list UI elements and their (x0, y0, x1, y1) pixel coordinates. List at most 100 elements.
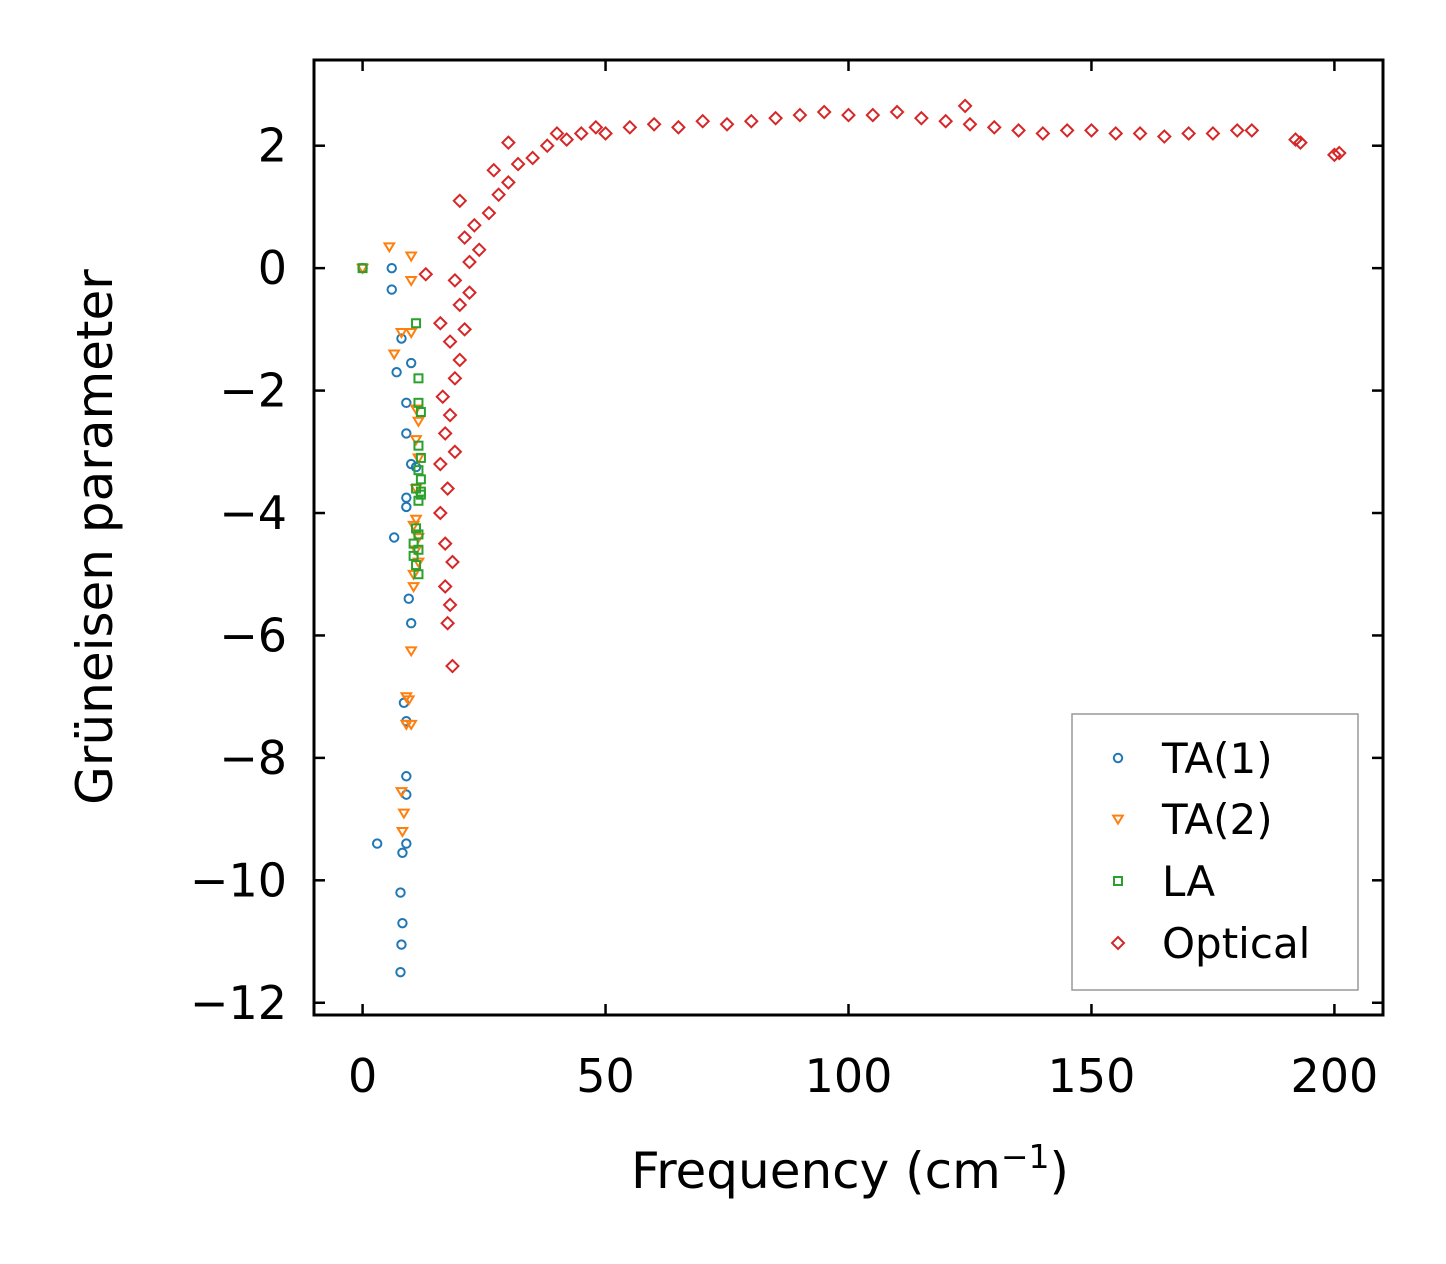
data-point (437, 536, 453, 552)
data-point (415, 489, 426, 500)
data-point (404, 275, 418, 287)
data-point (889, 104, 905, 120)
legend-label-la: LA (1162, 857, 1215, 906)
data-point (413, 495, 424, 506)
data-point (401, 397, 412, 409)
y-axis-label: Grüneisen parameter (66, 269, 124, 805)
data-point (549, 126, 565, 141)
data-point (865, 107, 881, 123)
x-tick-label: 0 (348, 1049, 377, 1103)
y-tick-label: −2 (219, 364, 287, 418)
data-point (719, 116, 735, 132)
data-point (792, 107, 808, 123)
data-point (457, 321, 473, 337)
data-point (418, 266, 434, 282)
data-point (397, 808, 411, 820)
data-point (1326, 147, 1342, 163)
data-point (442, 334, 458, 350)
data-point (394, 787, 409, 799)
data-point (525, 150, 541, 166)
y-tick-label: −12 (190, 976, 287, 1030)
data-point (445, 658, 460, 674)
data-point (462, 254, 477, 270)
data-point (411, 523, 422, 534)
legend-label-ta2: TA(2) (1161, 795, 1273, 844)
data-point (404, 646, 418, 658)
y-tick-label: −8 (219, 731, 287, 785)
legend-label-optical: Optical (1162, 919, 1310, 968)
data-point (913, 110, 929, 126)
data-point (404, 719, 418, 731)
data-point (447, 444, 463, 460)
y-tick-label: −10 (190, 853, 287, 907)
data-point (500, 135, 516, 151)
data-point (396, 939, 407, 950)
data-point (413, 465, 424, 476)
data-point (401, 838, 412, 849)
data-point (1059, 122, 1075, 138)
data-point (405, 618, 417, 629)
data-point (1229, 122, 1245, 138)
data-point (409, 435, 423, 447)
data-point (671, 119, 686, 135)
data-point (391, 367, 402, 378)
data-point (403, 593, 414, 604)
data-point (401, 501, 412, 513)
data-point (371, 838, 383, 849)
data-point (598, 126, 613, 141)
data-point (471, 242, 487, 258)
data-point (407, 582, 421, 594)
data-point (394, 328, 409, 339)
data-point (440, 615, 456, 631)
x-axis-label-superscript: −1 (1001, 1137, 1050, 1176)
data-point (481, 205, 497, 221)
y-tick-label: 2 (258, 119, 287, 173)
data-point (1084, 122, 1099, 138)
data-point (395, 966, 406, 978)
data-point (395, 826, 410, 838)
data-point (386, 262, 397, 274)
legend-marker (1111, 814, 1125, 826)
data-point (841, 107, 856, 123)
data-point (437, 426, 453, 441)
data-point (386, 284, 397, 295)
data-point (432, 505, 448, 521)
x-tick-label: 150 (1048, 1049, 1136, 1103)
x-axis-label: Frequency (cm−1) (631, 1137, 1069, 1200)
data-point (411, 560, 422, 571)
data-point (413, 373, 424, 384)
data-point (957, 98, 973, 114)
data-point (510, 156, 526, 172)
data-point (382, 242, 396, 254)
data-point (409, 404, 423, 416)
data-point (415, 474, 426, 485)
data-point (1244, 122, 1260, 138)
legend-markers (1110, 752, 1126, 951)
data-point (413, 529, 424, 540)
data-point (1331, 145, 1347, 161)
legend-box (1071, 713, 1359, 991)
legend-marker (1112, 752, 1124, 764)
axis-ticks: 0 50 100 150 200 2 0 −2 −4 −6 −8 −10 −12 (190, 60, 1383, 1103)
data-point (447, 370, 463, 386)
data-point (437, 579, 453, 594)
x-tick-label: 50 (576, 1049, 635, 1103)
data-point (452, 352, 468, 368)
data-point (396, 333, 407, 344)
data-point (646, 116, 662, 132)
legend-label-ta1: TA(1) (1161, 734, 1273, 783)
legend-marker (1113, 876, 1123, 886)
data-point (1292, 135, 1308, 151)
series-la (357, 263, 426, 580)
data-point (622, 119, 638, 135)
data-point (440, 481, 456, 496)
data-point (395, 887, 406, 898)
data-point (1035, 126, 1051, 141)
data-point (816, 104, 832, 120)
data-point (573, 126, 589, 141)
data-point (442, 597, 458, 613)
legend-marker (1110, 935, 1126, 951)
y-tick-label: 0 (258, 241, 287, 295)
data-point (411, 416, 426, 428)
data-point (405, 357, 417, 369)
